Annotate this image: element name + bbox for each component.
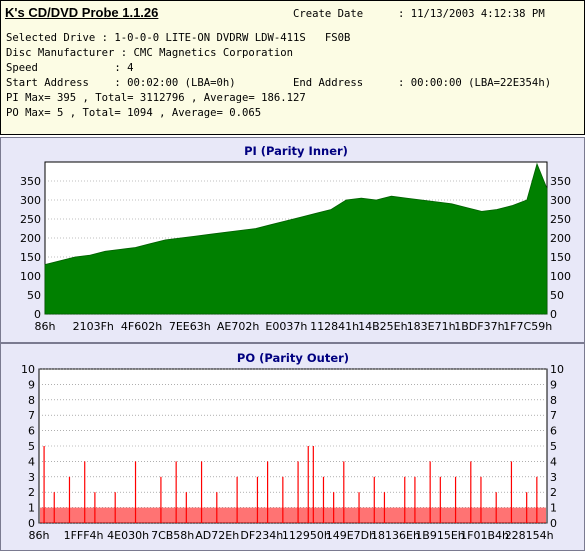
x-tick-label: 112950h [282, 529, 331, 542]
y-tick-label-left: 100 [20, 270, 41, 283]
y-tick-label-right: 0 [550, 308, 557, 321]
y-tick-label-right: 7 [550, 409, 557, 422]
app-title: K's CD/DVD Probe 1.1.26 [5, 5, 159, 20]
disc-manufacturer-line: Disc Manufacturer : CMC Magnetics Corpor… [6, 47, 294, 59]
y-tick-label-left: 350 [20, 175, 41, 188]
x-tick-label: 4F602h [121, 320, 162, 333]
y-tick-label-right: 5 [550, 440, 557, 453]
pi-stats-line: PI Max= 395 , Total= 3112796 , Average= … [6, 92, 306, 104]
chart-title: PO (Parity Outer) [237, 351, 349, 365]
x-tick-label: 18136Eh [371, 529, 420, 542]
po-chart: PO (Parity Outer) 0 0 1 1 2 2 3 3 4 4 5 5 6 6 7 7 8 8 9 9 10 1… [21, 351, 564, 542]
y-tick-label-left: 4 [28, 455, 35, 468]
y-tick-label-right: 250 [550, 213, 571, 226]
pi-area-series [44, 162, 548, 315]
x-tick-label: DF234h [240, 529, 283, 542]
x-tick-label: 7CB58h [151, 529, 194, 542]
y-tick-label-right: 1 [550, 502, 557, 515]
y-tick-label-right: 150 [550, 251, 571, 264]
y-tick-label-left: 250 [20, 213, 41, 226]
x-tick-label: 2103Fh [73, 320, 114, 333]
x-tick-label: 149E7Dh [326, 529, 376, 542]
chart-title: PI (Parity Inner) [244, 144, 348, 158]
y-tick-label-right: 6 [550, 425, 557, 438]
y-tick-label-right: 9 [550, 378, 557, 391]
y-tick-label-left: 50 [27, 289, 41, 302]
x-tick-label: 14B25Eh [358, 320, 407, 333]
pi-chart-panel: PI (Parity Inner) 0 0 50 50 100 100 150 150 200 20… [0, 137, 585, 343]
x-tick-label: 1FFF4h [64, 529, 104, 542]
create-date-label: Create Date [293, 8, 364, 20]
po-stats-line: PO Max= 5 , Total= 1094 , Average= 0.065 [6, 107, 262, 119]
y-tick-label-right: 2 [550, 486, 557, 499]
y-tick-label-left: 1 [28, 502, 35, 515]
y-tick-label-right: 3 [550, 471, 557, 484]
selected-drive-line: Selected Drive : 1-0-0-0 LITE-ON DVDRW L… [6, 32, 351, 44]
y-tick-label-right: 300 [550, 194, 571, 207]
y-tick-label-right: 0 [550, 517, 557, 530]
y-tick-label-left: 5 [28, 440, 35, 453]
x-tick-label: 7EE63h [169, 320, 211, 333]
y-tick-label-right: 100 [550, 270, 571, 283]
y-tick-label-left: 0 [28, 517, 35, 530]
y-tick-label-right: 4 [550, 455, 557, 468]
info-panel: K's CD/DVD Probe 1.1.26 Create Date : 11… [0, 0, 585, 135]
y-tick-label-left: 8 [28, 394, 35, 407]
y-tick-label-left: 7 [28, 409, 35, 422]
x-tick-label: E0037h [265, 320, 307, 333]
y-tick-label-left: 200 [20, 232, 41, 245]
end-address-label: End Address [293, 77, 364, 89]
pi-chart: PI (Parity Inner) 0 0 50 50 100 100 150 150 200 20… [20, 144, 571, 333]
y-tick-label-left: 2 [28, 486, 35, 499]
y-tick-label-left: 150 [20, 251, 41, 264]
x-tick-label: AE702h [217, 320, 259, 333]
po-baseline-band [40, 507, 546, 523]
y-tick-label-right: 8 [550, 394, 557, 407]
y-tick-label-left: 300 [20, 194, 41, 207]
x-tick-label: AD72Eh [195, 529, 239, 542]
y-tick-label-left: 6 [28, 425, 35, 438]
end-address-value: : 00:00:00 (LBA=22E354h) [398, 77, 552, 89]
y-tick-label-right: 200 [550, 232, 571, 245]
y-tick-label-right: 10 [550, 363, 564, 376]
x-tick-label: 1B915Eh [415, 529, 464, 542]
speed-line: Speed : 4 [6, 62, 134, 74]
x-tick-label: 86h [35, 320, 56, 333]
y-tick-label-right: 350 [550, 175, 571, 188]
y-tick-label-left: 3 [28, 471, 35, 484]
x-tick-label: 228154h [505, 529, 554, 542]
start-address-line: Start Address : 00:02:00 (LBA=0h) [6, 77, 236, 89]
y-tick-label-right: 50 [550, 289, 564, 302]
x-tick-label: 86h [29, 529, 50, 542]
po-chart-panel: PO (Parity Outer) 0 0 1 1 2 2 3 3 4 4 5 5 6 6 7 7 8 8 9 9 10 1… [0, 343, 585, 551]
x-tick-label: 1BDF37h [454, 320, 504, 333]
create-date-value: : 11/13/2003 4:12:38 PM [398, 8, 545, 20]
x-tick-label: 4E030h [107, 529, 149, 542]
x-tick-label: 183E71h [407, 320, 456, 333]
y-tick-label-left: 9 [28, 378, 35, 391]
x-tick-label: 1F01B4h [460, 529, 509, 542]
y-tick-label-left: 10 [21, 363, 35, 376]
y-tick-label-left: 0 [34, 308, 41, 321]
x-tick-label: 1F7C59h [503, 320, 552, 333]
x-tick-label: 112841h [310, 320, 359, 333]
